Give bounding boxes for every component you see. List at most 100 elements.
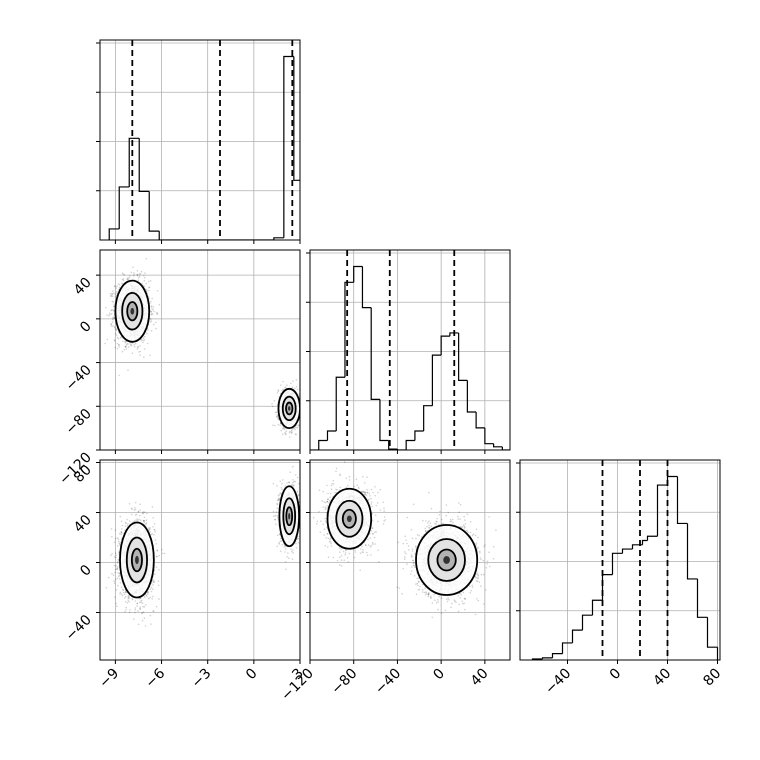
sample-point (158, 554, 160, 557)
sample-point (116, 285, 118, 288)
sample-point (283, 427, 285, 430)
sample-point (113, 339, 116, 341)
density-contour (277, 387, 300, 430)
sample-point (291, 386, 294, 389)
sample-point (148, 529, 150, 531)
sample-point (142, 341, 144, 344)
sample-point (156, 549, 158, 552)
sample-point (149, 527, 151, 529)
sample-point (128, 503, 131, 505)
sample-point (124, 601, 127, 603)
sample-point (111, 300, 114, 303)
sample-point (149, 354, 151, 357)
sample-point (280, 487, 283, 489)
sample-point (137, 345, 139, 348)
sample-point (129, 275, 131, 277)
histogram-bin (118, 186, 130, 229)
sample-point (111, 553, 113, 555)
sample-point (303, 402, 305, 404)
sample-point (121, 350, 124, 353)
sample-point (110, 294, 113, 297)
sample-point (280, 492, 283, 495)
sample-point (113, 305, 115, 308)
sample-point (302, 415, 304, 417)
sample-point (155, 605, 158, 608)
histogram-bin (466, 380, 477, 413)
sample-point (143, 280, 146, 282)
sample-point (116, 292, 118, 294)
sample-point (135, 513, 138, 516)
histogram-bin (501, 446, 510, 450)
sample-point (301, 413, 303, 415)
sample-point (153, 523, 156, 525)
sample-point (111, 321, 114, 323)
sample-point (142, 605, 144, 608)
sample-point (139, 600, 142, 602)
sample-point (295, 379, 298, 381)
sample-point (150, 623, 152, 625)
sample-point (134, 611, 136, 614)
sample-point (128, 611, 131, 613)
sample-point (136, 520, 139, 522)
sample-point (135, 519, 137, 521)
sample-point (117, 337, 120, 340)
sample-point (123, 274, 126, 276)
sample-point (281, 482, 283, 485)
sample-point (114, 346, 116, 349)
sample-point (147, 597, 150, 600)
sample-point (275, 411, 278, 414)
sample-point (143, 277, 146, 279)
sample-point (144, 603, 147, 606)
sample-point (155, 543, 158, 545)
sample-point (110, 323, 113, 325)
sample-point (126, 525, 129, 527)
sample-point (274, 411, 277, 414)
sample-point (133, 618, 135, 620)
sample-point (128, 595, 130, 597)
density-contour (114, 279, 151, 343)
sample-point (137, 510, 140, 513)
sample-point (147, 591, 149, 594)
sample-point (274, 424, 276, 427)
sample-point (150, 586, 153, 589)
sample-point (276, 414, 279, 416)
sample-point (136, 269, 139, 272)
sample-point (112, 574, 115, 576)
sample-point (149, 614, 152, 617)
sample-point (288, 431, 291, 434)
sample-point (122, 589, 125, 592)
histogram-bin (396, 449, 407, 450)
sample-point (155, 566, 158, 568)
sample-point (144, 335, 146, 338)
sample-point (142, 512, 144, 514)
sample-point (127, 599, 129, 601)
sample-point (129, 609, 131, 611)
sample-point (146, 591, 149, 594)
sample-point (285, 430, 288, 433)
histogram-bin (318, 439, 328, 450)
sample-point (137, 346, 139, 349)
sample-point (150, 310, 153, 313)
sample-point (115, 334, 118, 336)
histogram-bin (493, 443, 503, 448)
sample-point (152, 306, 155, 308)
sample-point (139, 273, 141, 276)
sample-point (122, 279, 125, 282)
sample-point (152, 610, 154, 612)
sample-point (152, 308, 154, 311)
sample-point (143, 348, 146, 350)
histogram-bin (108, 228, 120, 240)
sample-point (138, 518, 140, 521)
sample-point (116, 605, 118, 607)
sample-point (143, 520, 145, 522)
sample-point (114, 293, 117, 295)
sample-point (127, 369, 129, 372)
sample-point (301, 404, 303, 406)
sample-point (122, 278, 125, 280)
sample-point (106, 314, 108, 316)
y-tick-label: 0 (77, 318, 95, 336)
sample-point (115, 602, 117, 605)
sample-point (124, 525, 127, 527)
sample-point (128, 278, 130, 280)
sample-point (302, 421, 304, 423)
